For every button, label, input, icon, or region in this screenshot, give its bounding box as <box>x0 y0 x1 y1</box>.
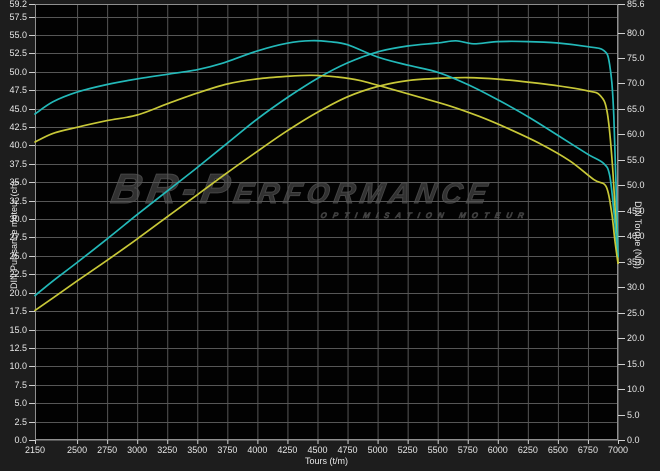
x-tick-label: 3250 <box>157 445 178 455</box>
y-left-tick-label: 30.0 <box>9 214 27 225</box>
y-axis-right-title: DIN Torque (Nm) <box>633 201 643 269</box>
x-tick-label: 5250 <box>397 445 418 455</box>
plot-frame <box>35 4 618 440</box>
x-tick-label: 2150 <box>24 445 46 455</box>
y-left-tick-label: 17.5 <box>9 306 27 317</box>
y-left-tick-label: 42.5 <box>9 121 27 132</box>
y-right-tick-label: 20.0 <box>627 333 645 344</box>
y-left-tick-label: 45.0 <box>9 103 27 114</box>
x-tick-label: 4250 <box>277 445 298 455</box>
y-right-tick-label: 45.0 <box>627 205 645 216</box>
x-tick-label: 5500 <box>427 445 448 455</box>
y-left-tick-label: 2.5 <box>14 416 27 427</box>
x-tick-label: 6750 <box>577 445 598 455</box>
x-tick-label: 5750 <box>457 445 478 455</box>
y-right-tick-label: 40.0 <box>627 231 645 242</box>
y-right-tick-label: 60.0 <box>627 129 645 140</box>
y-left-tick-label: 32.5 <box>9 195 27 206</box>
y-left-tick-label: 37.5 <box>9 158 27 169</box>
y-left-tick-label: 27.5 <box>9 232 27 243</box>
x-tick-label: 3000 <box>127 445 148 455</box>
curve-power-modified <box>34 39 619 297</box>
x-axis-title: Tours (t/m) <box>304 456 348 466</box>
x-tick-label: 2500 <box>67 445 88 455</box>
y-axis-left-title: DIN Puissance moteur (ch) <box>9 180 19 290</box>
y-left-tick-label: 7.5 <box>14 379 27 390</box>
y-left-tick-label: 15.0 <box>9 324 27 335</box>
y-right-tick-label: 10.0 <box>627 384 645 395</box>
x-tick-label: 2750 <box>97 445 118 455</box>
y-left-tick-label: 52.5 <box>9 48 27 59</box>
y-right-tick-label: 80.0 <box>627 27 645 38</box>
y-right-tick-label: 35.0 <box>627 256 645 267</box>
x-tick-label: 7000 <box>607 445 629 455</box>
curve-torque-modified <box>34 39 619 258</box>
y-left-tick-label: 0.0 <box>14 435 27 445</box>
y-right-tick-label: 65.0 <box>627 103 645 114</box>
y-left-tick-label: 47.5 <box>9 85 27 96</box>
y-left-tick-label: 57.5 <box>9 11 27 22</box>
y-left-tick-label: 10.0 <box>9 361 27 372</box>
y-left-tick-label: 12.5 <box>9 342 27 353</box>
y-left-tick-label: 20.0 <box>9 287 27 298</box>
x-tick-label: 4500 <box>307 445 328 455</box>
y-left-tick-label: 25.0 <box>9 250 27 261</box>
y-right-tick-label: 55.0 <box>627 154 645 165</box>
y-left-tick-label: 50.0 <box>9 66 27 77</box>
x-tick-label: 6500 <box>547 445 568 455</box>
x-tick-label: 6000 <box>487 445 508 455</box>
curve-torque-original <box>34 74 619 265</box>
y-right-tick-label: 5.0 <box>627 409 640 420</box>
x-tick-label: 3500 <box>187 445 208 455</box>
x-tick-label: 3750 <box>217 445 238 455</box>
y-right-tick-label: 85.6 <box>627 0 645 9</box>
y-right-tick-label: 25.0 <box>627 307 645 318</box>
y-left-tick-label: 40.0 <box>9 140 27 151</box>
y-right-tick-label: 30.0 <box>627 282 645 293</box>
y-left-tick-label: 55.0 <box>9 29 27 40</box>
x-tick-label: 4000 <box>247 445 268 455</box>
y-right-tick-label: 50.0 <box>627 180 645 191</box>
x-tick-label: 6250 <box>517 445 538 455</box>
y-left-tick-label: 22.5 <box>9 269 27 280</box>
x-tick-label: 5000 <box>367 445 388 455</box>
y-left-tick-label: 59.2 <box>9 0 27 9</box>
y-left-tick-label: 5.0 <box>14 398 27 409</box>
x-tick-label: 4750 <box>337 445 358 455</box>
y-left-tick-label: 35.0 <box>9 177 27 188</box>
y-right-tick-label: 75.0 <box>627 52 645 63</box>
y-right-tick-label: 15.0 <box>627 358 645 369</box>
y-right-tick-label: 70.0 <box>627 78 645 89</box>
y-right-tick-label: 0.0 <box>627 435 640 445</box>
curve-power-original <box>34 76 619 312</box>
